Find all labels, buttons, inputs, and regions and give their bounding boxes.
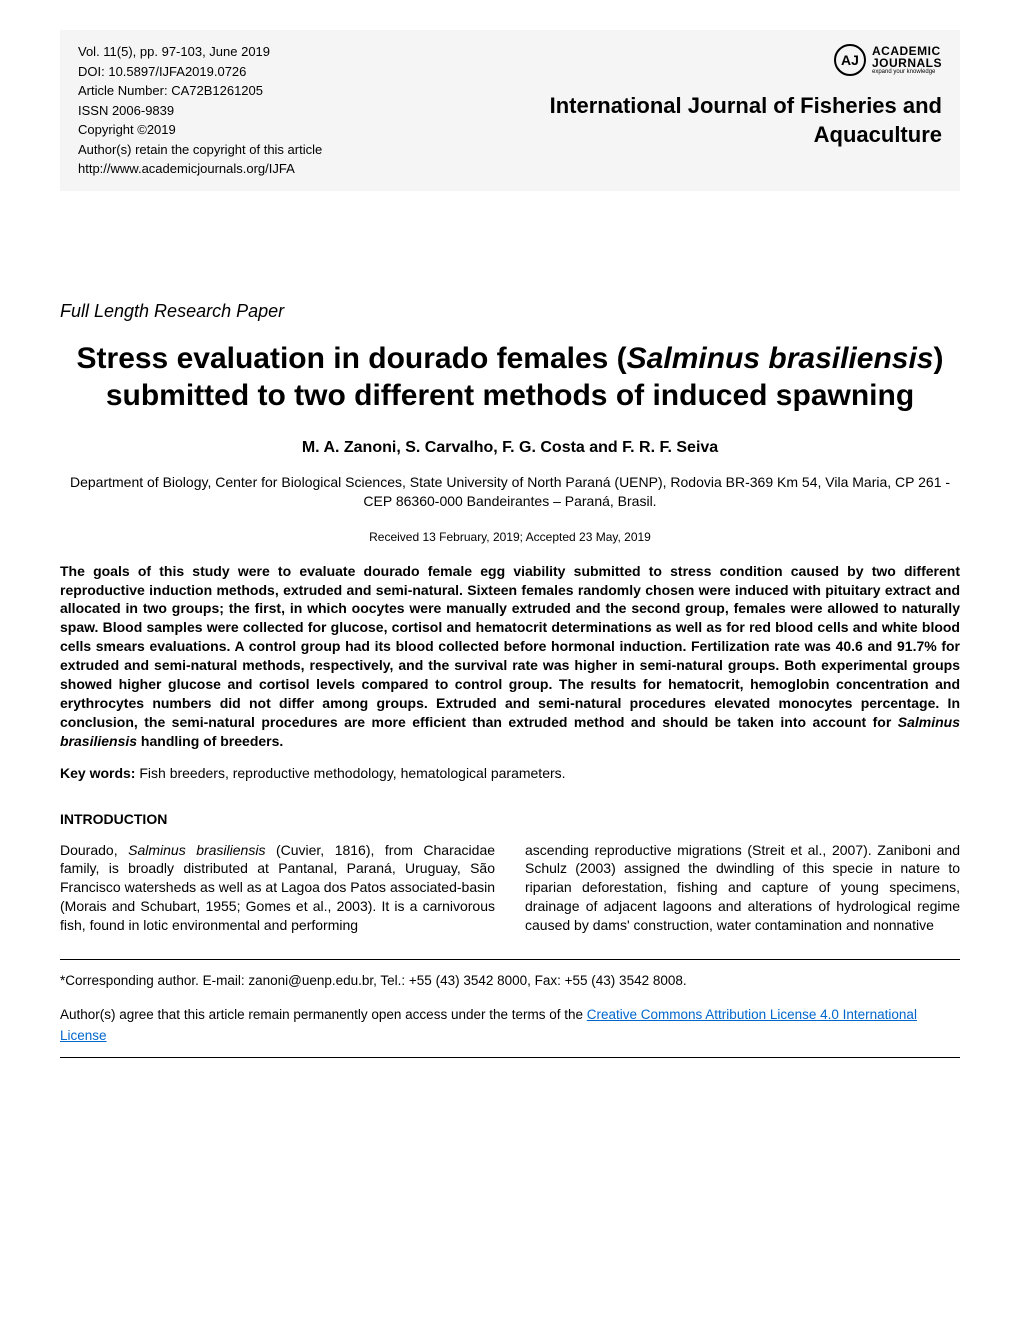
body-columns: Dourado, Salminus brasiliensis (Cuvier, …	[60, 841, 960, 935]
keywords-text: Fish breeders, reproductive methodology,…	[135, 765, 565, 781]
volume-line: Vol. 11(5), pp. 97-103, June 2019	[78, 42, 942, 62]
logo-main2: JOURNALS	[872, 57, 942, 69]
footer-box: *Corresponding author. E-mail: zanoni@ue…	[60, 959, 960, 1058]
col1-pre: Dourado,	[60, 842, 128, 858]
journal-line1: International Journal of Fisheries and	[522, 92, 942, 121]
logo-icon: AJ	[834, 44, 866, 76]
logo-sub: expand your knowledge	[872, 69, 942, 75]
header-banner: Vol. 11(5), pp. 97-103, June 2019 DOI: 1…	[60, 30, 960, 191]
url-line: http://www.academicjournals.org/IJFA	[78, 159, 942, 179]
col1-species: Salminus brasiliensis	[128, 842, 265, 858]
logo-initials: AJ	[841, 52, 859, 68]
publisher-logo: AJ ACADEMIC JOURNALS expand your knowled…	[834, 44, 942, 76]
abstract-p2: handling of breeders.	[137, 733, 283, 749]
affiliation: Department of Biology, Center for Biolog…	[60, 473, 960, 512]
keywords: Key words: Fish breeders, reproductive m…	[60, 765, 960, 781]
article-title: Stress evaluation in dourado females (Sa…	[60, 340, 960, 415]
logo-text: ACADEMIC JOURNALS expand your knowledge	[872, 45, 942, 75]
license-statement: Author(s) agree that this article remain…	[60, 1004, 960, 1047]
journal-name: International Journal of Fisheries and A…	[522, 92, 942, 149]
body-col-right: ascending reproductive migrations (Strei…	[525, 841, 960, 935]
license-pre: Author(s) agree that this article remain…	[60, 1007, 587, 1022]
abstract-p1: The goals of this study were to evaluate…	[60, 563, 960, 730]
body-col-left: Dourado, Salminus brasiliensis (Cuvier, …	[60, 841, 495, 935]
title-pre: Stress evaluation in dourado females (	[77, 342, 627, 375]
keywords-label: Key words:	[60, 765, 135, 781]
dates: Received 13 February, 2019; Accepted 23 …	[60, 530, 960, 544]
abstract: The goals of this study were to evaluate…	[60, 562, 960, 751]
col2-text: ascending reproductive migrations (Strei…	[525, 842, 960, 934]
title-species: Salminus brasiliensis	[627, 342, 934, 375]
corresponding-author: *Corresponding author. E-mail: zanoni@ue…	[60, 970, 960, 992]
doi-line: DOI: 10.5897/IJFA2019.0726	[78, 62, 942, 82]
authors: M. A. Zanoni, S. Carvalho, F. G. Costa a…	[60, 439, 960, 457]
article-type: Full Length Research Paper	[60, 301, 960, 322]
journal-line2: Aquaculture	[522, 121, 942, 150]
intro-heading: INTRODUCTION	[60, 811, 960, 827]
